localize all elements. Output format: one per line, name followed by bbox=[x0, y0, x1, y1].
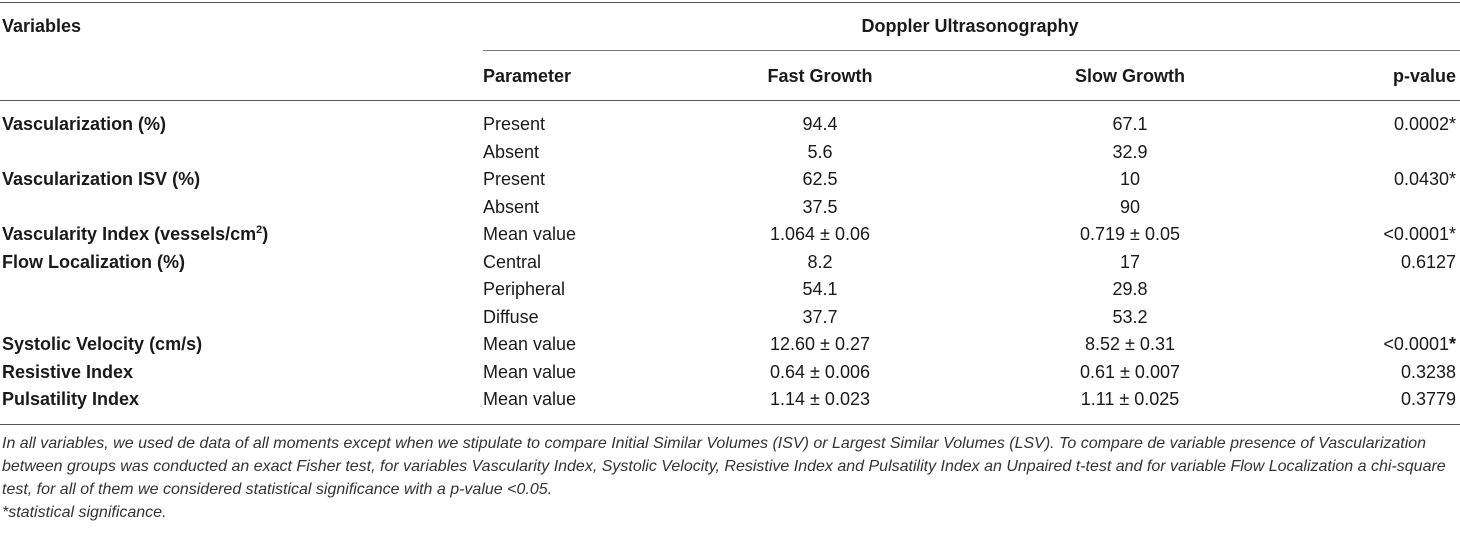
row-slow-growth: 29.8 bbox=[1112, 279, 1148, 299]
row-parameter: Mean value bbox=[483, 389, 577, 409]
row-slow-growth: 90 bbox=[1119, 196, 1141, 217]
row-variable: Vascularization (%) bbox=[2, 114, 166, 135]
header-slow-growth: Slow Growth bbox=[1075, 66, 1185, 86]
row-slow-growth: 8.52 ± 0.31 bbox=[1085, 334, 1175, 354]
row-variable-text: Vascularization (%) bbox=[2, 114, 167, 134]
row-p-value-text: 0.6127 bbox=[1400, 251, 1456, 272]
row-variable-text: Systolic Velocity (cm/s) bbox=[2, 334, 203, 354]
table-footnote-significance: *statistical significance. bbox=[2, 504, 167, 521]
row-parameter: Absent bbox=[483, 141, 540, 162]
row-fast-growth: 62.5 bbox=[802, 169, 838, 189]
row-p-value-text: 0.3779 bbox=[1400, 389, 1456, 409]
row-parameter: Absent bbox=[483, 196, 540, 217]
header-rule bbox=[0, 100, 1460, 101]
row-variable: Vascularity Index (vessels/cm2) bbox=[2, 224, 268, 245]
row-fast-growth: 1.14 ± 0.023 bbox=[770, 389, 870, 409]
row-slow-growth: 53.2 bbox=[1112, 306, 1148, 327]
row-p-value: <0.0001* bbox=[1383, 334, 1456, 355]
row-fast-growth: 5.6 bbox=[807, 141, 833, 162]
row-p-value-text: <0.0001* bbox=[1383, 224, 1456, 244]
row-p-value: <0.0001* bbox=[1383, 224, 1456, 245]
row-fast-growth: 94.4 bbox=[802, 114, 838, 134]
row-p-value: 0.3238 bbox=[1401, 362, 1456, 383]
row-parameter: Mean value bbox=[483, 334, 577, 354]
row-variable-text: Resistive Index bbox=[2, 361, 134, 382]
row-variable-text: Flow Localization (%) bbox=[2, 251, 185, 272]
row-slow-growth: 1.11 ± 0.025 bbox=[1080, 389, 1180, 409]
row-p-value-text: 0.0002* bbox=[1393, 114, 1456, 134]
row-variable-tail: ) bbox=[262, 224, 269, 244]
row-variable: Systolic Velocity (cm/s) bbox=[2, 334, 202, 355]
row-slow-growth: 67.1 bbox=[1112, 114, 1148, 134]
row-fast-growth: 0.64 ± 0.006 bbox=[770, 361, 870, 382]
row-slow-growth: 0.719 ± 0.05 bbox=[1080, 224, 1180, 244]
row-p-value: 0.0002* bbox=[1394, 114, 1456, 135]
row-slow-growth: 10 bbox=[1119, 169, 1141, 189]
row-parameter: Mean value bbox=[483, 224, 577, 244]
row-variable: Pulsatility Index bbox=[2, 389, 139, 410]
top-rule bbox=[0, 2, 1460, 3]
header-parameter: Parameter bbox=[483, 66, 572, 86]
row-variable: Vascularization ISV (%) bbox=[2, 169, 200, 190]
row-p-value: 0.0430* bbox=[1394, 169, 1456, 190]
row-fast-growth: 12.60 ± 0.27 bbox=[770, 334, 870, 354]
row-p-value-text: <0.0001 bbox=[1383, 334, 1449, 354]
row-parameter: Diffuse bbox=[483, 306, 539, 327]
row-parameter: Peripheral bbox=[483, 279, 566, 299]
row-p-value-text: 0.3238 bbox=[1400, 361, 1456, 382]
row-variable: Flow Localization (%) bbox=[2, 252, 185, 273]
row-p-value-star: * bbox=[1448, 334, 1456, 354]
header-p-value: p-value bbox=[1392, 66, 1456, 86]
row-p-value-text: 0.0430* bbox=[1393, 169, 1456, 189]
row-slow-growth: 17 bbox=[1119, 251, 1141, 272]
row-slow-growth: 0.61 ± 0.007 bbox=[1080, 361, 1180, 382]
row-p-value: 0.3779 bbox=[1401, 389, 1456, 410]
row-variable: Resistive Index bbox=[2, 362, 133, 383]
row-fast-growth: 1.064 ± 0.06 bbox=[770, 224, 870, 244]
row-slow-growth: 32.9 bbox=[1112, 141, 1148, 162]
row-variable-text: Vascularity Index (vessels/cm bbox=[2, 224, 257, 244]
row-fast-growth: 37.7 bbox=[802, 306, 838, 327]
header-variables: Variables bbox=[2, 16, 82, 36]
table-footnote: In all variables, we used de data of all… bbox=[2, 435, 1446, 498]
row-fast-growth: 54.1 bbox=[802, 279, 838, 299]
row-variable-text: Vascularization ISV (%) bbox=[2, 169, 201, 189]
row-fast-growth: 8.2 bbox=[807, 251, 833, 272]
row-p-value: 0.6127 bbox=[1401, 252, 1456, 273]
row-variable-superscript: 2 bbox=[256, 224, 263, 236]
group-rule bbox=[483, 50, 1460, 51]
bottom-rule bbox=[0, 424, 1460, 425]
row-parameter: Central bbox=[483, 251, 542, 272]
header-group: Doppler Ultrasonography bbox=[861, 16, 1079, 36]
row-variable-text: Pulsatility Index bbox=[2, 389, 140, 409]
row-parameter: Mean value bbox=[483, 361, 577, 382]
row-parameter: Present bbox=[483, 114, 546, 134]
row-parameter: Present bbox=[483, 169, 546, 189]
row-fast-growth: 37.5 bbox=[802, 196, 838, 217]
header-fast-growth: Fast Growth bbox=[767, 66, 873, 86]
